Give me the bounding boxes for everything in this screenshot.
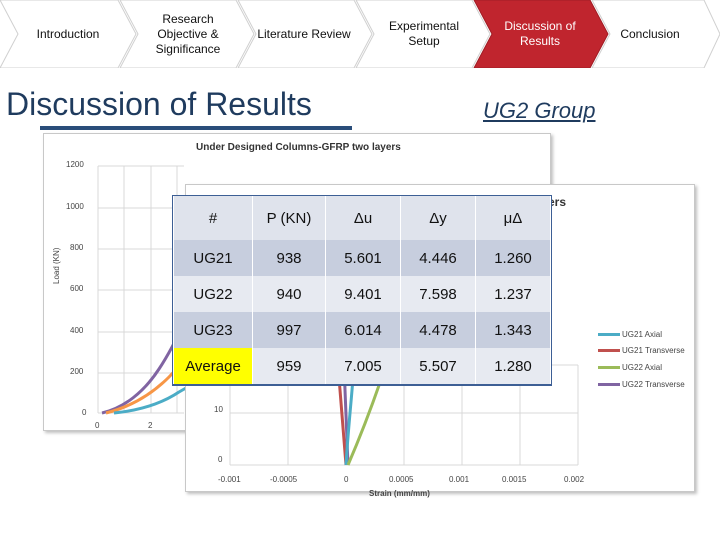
table-cell: 7.598 [400,276,476,312]
table-row: UG21 938 5.601 4.446 1.260 [173,240,551,276]
nav-arrow-discussion [473,0,609,68]
ytick-400: 400 [70,326,84,335]
load-chart-title: Under Designed Columns-GFRP two layers [196,142,401,153]
strain-xtick-0.0015: 0.0015 [502,475,527,484]
table-cell: 4.446 [400,240,476,276]
strain-ytick-0: 0 [218,455,223,464]
table-cell: 5.507 [400,348,476,385]
strain-xtick-n0.001: -0.001 [218,475,241,484]
nav-step-literature[interactable]: Literature Review [257,26,351,41]
table-cell: 9.401 [325,276,401,312]
title-underline [40,126,352,130]
strain-xtick-0: 0 [344,475,349,484]
legend-label-ug22-axial: UG22 Axial [622,363,663,372]
table-cell: 1.343 [475,312,551,348]
nav-step-experimental[interactable]: Experimental Setup [388,19,460,48]
xtick-2: 2 [148,421,153,430]
table-header-dy: Δy [400,196,476,240]
nav-arrow-conclusion [591,0,720,68]
strain-chart-title-fragment: ers [548,195,567,209]
table-cell: UG23 [173,312,253,348]
results-table: # P (KN) Δu Δy μΔ UG21 938 5.601 4.446 1… [172,195,552,386]
group-label: UG2 Group [483,98,596,123]
table-row-average: Average 959 7.005 5.507 1.280 [173,348,551,385]
table-cell: 997 [252,312,326,348]
ytick-600: 600 [70,284,84,293]
strain-xtick-0.002: 0.002 [564,475,585,484]
legend-swatch-ug21-axial [598,333,620,336]
process-nav: Introduction Research Objective & Signif… [0,0,720,68]
legend-label-ug21-axial: UG21 Axial [622,330,663,339]
nav-step-discussion[interactable]: Discussion of Results [504,19,576,48]
table-cell: 940 [252,276,326,312]
curve-teal [113,386,187,415]
legend-swatch-ug22-axial [598,366,620,369]
table-cell: 4.478 [400,312,476,348]
strain-xtick-0.0005: 0.0005 [389,475,414,484]
table-header-load: P (KN) [252,196,326,240]
table-header-du: Δu [325,196,401,240]
nav-step-research[interactable]: Research Objective & Significance [155,11,221,56]
table-row: UG22 940 9.401 7.598 1.237 [173,276,551,312]
table-row: UG23 997 6.014 4.478 1.343 [173,312,551,348]
ytick-1000: 1000 [66,202,84,211]
table-cell: 1.237 [475,276,551,312]
strain-ytick-10: 10 [214,405,223,414]
nav-arrow-experimental [355,0,491,68]
ytick-0: 0 [82,408,87,417]
legend-swatch-ug22-transverse [598,383,620,386]
nav-arrow-literature [237,0,373,68]
table-header-row: # P (KN) Δu Δy μΔ [173,196,551,240]
table-cell-average-label: Average [173,348,253,385]
nav-step-introduction[interactable]: Introduction [36,26,100,41]
table-cell: 959 [252,348,326,385]
table-header-ductility: μΔ [475,196,551,240]
nav-arrow-research [119,0,255,68]
table-cell: 1.260 [475,240,551,276]
strain-xtick-0.001: 0.001 [449,475,470,484]
legend-label-ug22-transverse: UG22 Transverse [622,380,685,389]
ytick-1200: 1200 [66,160,84,169]
xtick-0: 0 [95,421,100,430]
table-cell: UG21 [173,240,253,276]
strain-xtick-n0.0005: -0.0005 [270,475,298,484]
nav-step-conclusion[interactable]: Conclusion [620,26,680,41]
nav-arrow-introduction [0,0,137,68]
table-cell: 938 [252,240,326,276]
table-cell: 6.014 [325,312,401,348]
table-header-id: # [173,196,253,240]
legend-swatch-ug21-transverse [598,349,620,352]
ytick-200: 200 [70,367,84,376]
strain-xlabel: Strain (mm/mm) [369,489,430,498]
table-cell: 5.601 [325,240,401,276]
table-cell: 7.005 [325,348,401,385]
process-arrows [0,0,720,68]
table-cell: 1.280 [475,348,551,385]
ytick-800: 800 [70,243,84,252]
slide-title: Discussion of Results [6,86,312,122]
legend-label-ug21-transverse: UG21 Transverse [622,346,685,355]
table-cell: UG22 [173,276,253,312]
